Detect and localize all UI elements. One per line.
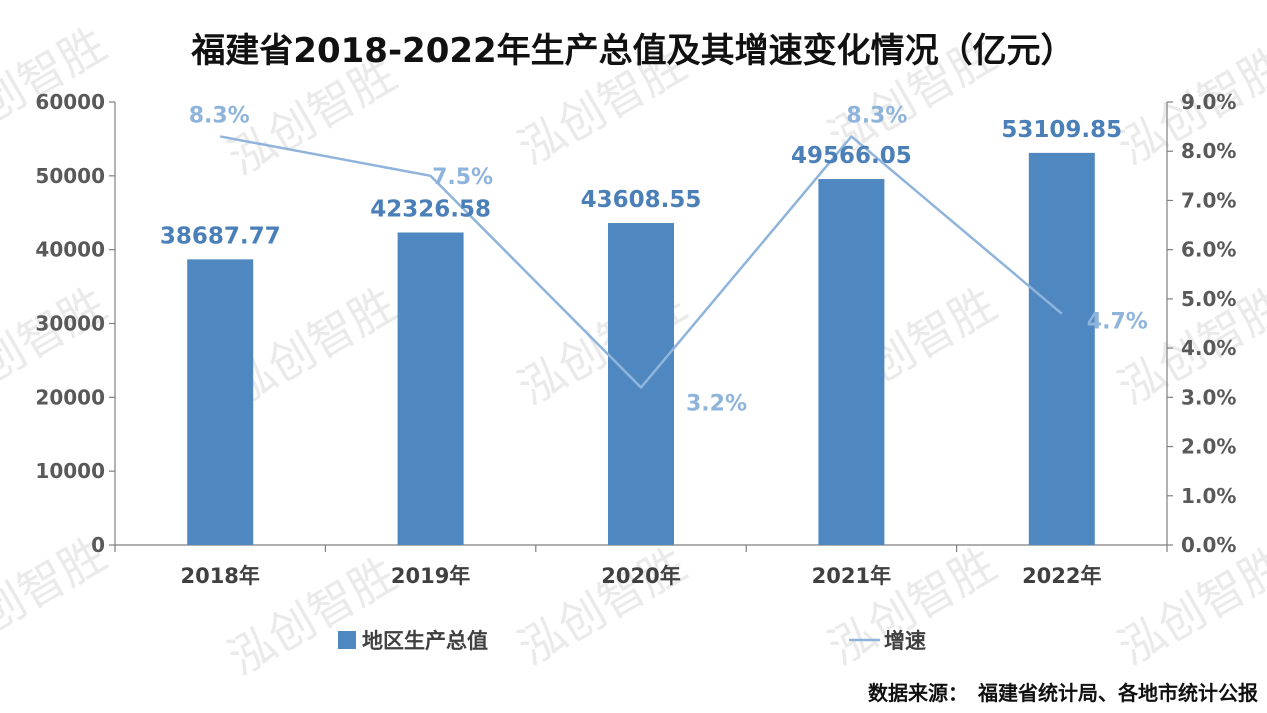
legend-line-label: 增速 bbox=[884, 629, 926, 653]
line-data-label: 7.5% bbox=[432, 165, 493, 190]
x-tick-label: 2019年 bbox=[391, 564, 470, 588]
y-left-tick-label: 0 bbox=[91, 533, 105, 557]
watermark-text: 泓创智胜 bbox=[819, 537, 1005, 676]
y-left-tick-label: 40000 bbox=[35, 238, 105, 262]
y-left-tick-label: 50000 bbox=[35, 164, 105, 188]
bar-data-label: 43608.55 bbox=[581, 187, 702, 213]
y-right-tick-label: 9.0% bbox=[1181, 90, 1236, 114]
bar-data-label: 49566.05 bbox=[791, 143, 912, 169]
bar-data-label: 42326.58 bbox=[370, 196, 491, 222]
chart-title: 福建省2018-2022年生产总值及其增速变化情况（亿元） bbox=[190, 31, 1074, 71]
bar-data-label: 53109.85 bbox=[1001, 117, 1122, 143]
legend-bar-swatch bbox=[338, 631, 356, 649]
x-tick-label: 2021年 bbox=[812, 564, 891, 588]
y-left-tick-label: 20000 bbox=[35, 385, 105, 409]
y-right-tick-label: 5.0% bbox=[1181, 287, 1236, 311]
x-tick-label: 2020年 bbox=[601, 564, 680, 588]
y-left-tick-label: 60000 bbox=[35, 90, 105, 114]
legend: 地区生产总值 增速 bbox=[338, 629, 926, 653]
watermark-text: 泓创智胜 bbox=[509, 537, 695, 676]
axes: 0 10000 20000 30000 40000 50000 60000 0.0% 1.0% 2… bbox=[35, 90, 1236, 588]
y-left-tick-label: 30000 bbox=[35, 312, 105, 336]
bar bbox=[1028, 152, 1095, 546]
bar-data-label: 38687.77 bbox=[160, 223, 281, 249]
bar bbox=[608, 223, 674, 545]
watermark-text: 泓创智胜 bbox=[1109, 537, 1267, 676]
y-right-tick-label: 6.0% bbox=[1181, 238, 1236, 262]
line-series bbox=[219, 135, 1063, 389]
line-data-label: 4.7% bbox=[1087, 310, 1148, 335]
y-right-tick-label: 3.0% bbox=[1181, 385, 1236, 409]
y-right-tick-label: 4.0% bbox=[1181, 336, 1236, 360]
line-data-label: 3.2% bbox=[686, 391, 747, 416]
watermark-text: 泓创智胜 bbox=[0, 17, 115, 156]
y-right-tick-label: 8.0% bbox=[1181, 139, 1236, 163]
bar bbox=[187, 259, 254, 545]
y-left-tick-label: 10000 bbox=[35, 459, 105, 483]
line-data-label: 8.3% bbox=[846, 103, 907, 128]
x-tick-label: 2018年 bbox=[180, 564, 259, 588]
y-right-tick-label: 2.0% bbox=[1181, 435, 1236, 459]
y-right-tick-label: 7.0% bbox=[1181, 188, 1236, 212]
line-data-label: 8.3% bbox=[189, 103, 250, 128]
bar-series bbox=[187, 152, 1095, 546]
bar bbox=[397, 232, 464, 545]
bar bbox=[818, 179, 885, 545]
y-right-tick-label: 0.0% bbox=[1181, 533, 1236, 557]
legend-bar-label: 地区生产总值 bbox=[362, 629, 488, 653]
x-tick-label: 2022年 bbox=[1022, 564, 1101, 588]
source-note: 数据来源： 福建省统计局、各地市统计公报 bbox=[868, 681, 1258, 705]
data-labels: 38687.77 42326.58 43608.55 49566.05 53109.85… bbox=[160, 103, 1148, 416]
y-right-tick-label: 1.0% bbox=[1181, 484, 1236, 508]
